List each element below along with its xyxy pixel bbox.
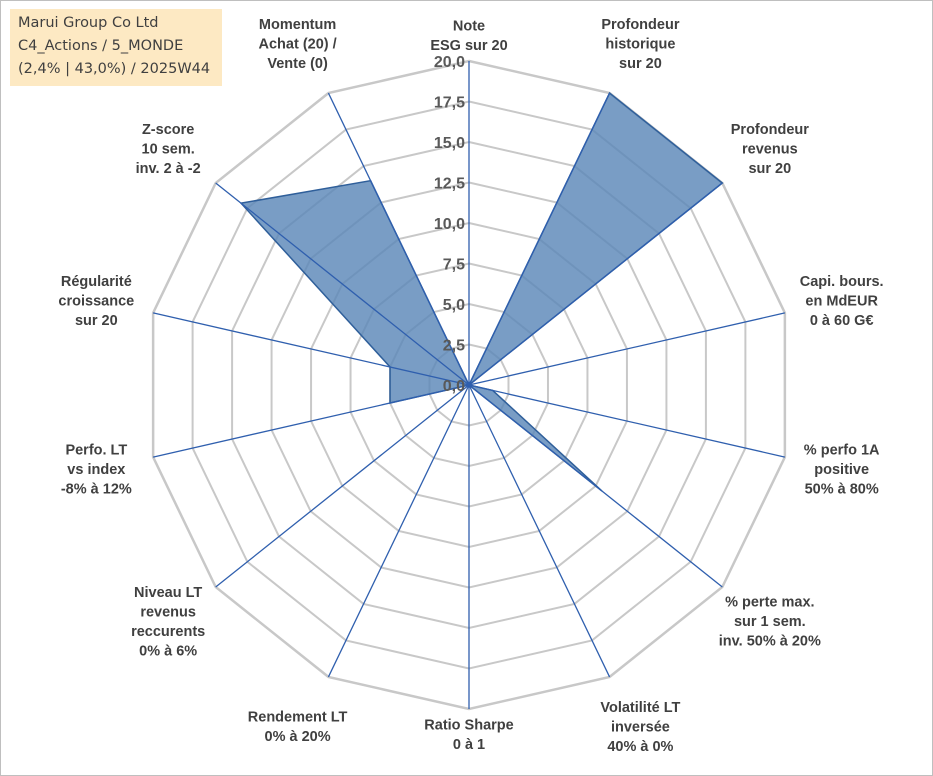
axis-label-line: Niveau LT [134, 585, 202, 601]
axis-label-line: historique [605, 36, 675, 52]
tick-label: 5,0 [443, 297, 465, 314]
axis-label-line: sur 20 [748, 161, 791, 177]
axis-label-line: inv. 2 à -2 [136, 161, 201, 177]
axis-label-line: Profondeur [731, 122, 809, 138]
axis-label-13: Momentum Achat (20) / Vente (0) [259, 17, 337, 72]
axis-label-line: Régularité [61, 274, 132, 290]
axis-label-10: Perfo. LT vs index -8% à 12% [61, 443, 132, 498]
axis-label-line: Volatilité LT [600, 700, 680, 716]
axis-spoke [152, 384, 470, 458]
axis-label-line: Profondeur [601, 17, 679, 33]
axis-label-line: 40% à 0% [607, 739, 673, 755]
axis-label-line: 0 à 60 G€ [810, 313, 874, 329]
axis-label-line: vs index [67, 462, 125, 478]
series-layer [239, 91, 724, 492]
axis-spoke [468, 384, 611, 678]
axis-label-5: % perte max. sur 1 sem. inv. 50% à 20% [719, 595, 821, 650]
portfolio-category: C4_Actions / 5_MONDE [18, 38, 184, 54]
axis-spoke [468, 92, 611, 386]
axis-label-line: croissance [58, 294, 134, 310]
axis-label-line: Perfo. LT [65, 443, 127, 459]
axis-label-line: en MdEUR [805, 294, 878, 310]
axis-label-line: Ratio Sharpe [424, 718, 513, 734]
tick-label: 20,0 [434, 54, 465, 71]
axis-spoke [327, 384, 470, 678]
axis-label-line: sur 20 [75, 313, 118, 329]
axis-label-line: % perfo 1A [804, 443, 880, 459]
axis-label-line: Momentum [259, 17, 336, 33]
axis-spoke [152, 312, 470, 386]
axis-label-0: Note ESG sur 20 [430, 19, 507, 55]
tick-label: 2,5 [443, 338, 465, 355]
tick-label: 0,0 [443, 378, 465, 395]
axis-label-line: revenus [140, 604, 196, 620]
axis-spoke [327, 92, 470, 386]
axis-spoke [215, 384, 470, 588]
label-layer: Note ESG sur 20 Profondeur historique sur 20… [58, 17, 883, 755]
tick-layer: 0,0 2,5 5,0 7,5 10,0 12,5 15,0 17,5 20,0 [434, 54, 465, 395]
axis-label-line: revenus [742, 142, 798, 158]
axis-label-2: Profondeur revenus sur 20 [731, 122, 809, 177]
score-summary: (2,4% | 43,0%) / 2025W44 [18, 61, 211, 77]
axis-label-line: positive [814, 462, 869, 478]
axis-label-line: Vente (0) [267, 56, 328, 72]
axis-label-9: Niveau LT revenus reccurents 0% à 6% [131, 585, 205, 660]
axis-label-7: Ratio Sharpe 0 à 1 [424, 718, 513, 754]
tick-label: 7,5 [443, 257, 465, 274]
axis-label-line: inversée [611, 719, 670, 735]
axis-label-line: 0% à 6% [139, 643, 197, 659]
axis-label-6: Volatilité LT inversée 40% à 0% [600, 700, 680, 755]
axis-label-line: sur 1 sem. [734, 614, 806, 630]
axis-label-8: Rendement LT 0% à 20% [248, 710, 348, 746]
axis-label-line: 10 sem. [142, 142, 195, 158]
axis-label-11: Régularité croissance sur 20 [58, 274, 134, 329]
axis-spoke [468, 312, 786, 386]
axis-spoke [215, 182, 470, 386]
axis-spoke [468, 182, 723, 386]
axis-label-line: inv. 50% à 20% [719, 634, 821, 650]
axis-label-line: sur 20 [619, 56, 662, 72]
axis-label-line: Z-score [142, 122, 194, 138]
axis-label-line: 0 à 1 [453, 737, 485, 753]
tick-label: 10,0 [434, 216, 465, 233]
axis-label-line: reccurents [131, 624, 205, 640]
axis-label-4: % perfo 1A positive 50% à 80% [804, 443, 880, 498]
axis-label-line: Achat (20) / [259, 36, 337, 52]
axis-spoke [468, 384, 786, 458]
axis-label-line: 0% à 20% [265, 729, 331, 745]
tick-label: 15,0 [434, 135, 465, 152]
company-name: Marui Group Co Ltd [18, 15, 159, 31]
axis-spoke [468, 384, 723, 588]
axis-label-line: % perte max. [725, 595, 814, 611]
axis-label-1: Profondeur historique sur 20 [601, 17, 679, 72]
tick-label: 17,5 [434, 95, 465, 112]
security-info-box: Marui Group Co Ltd C4_Actions / 5_MONDE … [10, 9, 222, 86]
axis-label-line: Note [453, 19, 485, 35]
axis-label-line: 50% à 80% [805, 482, 879, 498]
axis-label-line: Rendement LT [248, 710, 348, 726]
axis-label-line: -8% à 12% [61, 482, 132, 498]
axis-label-line: Capi. bours. [800, 274, 884, 290]
axis-layer [152, 61, 786, 709]
tick-label: 12,5 [434, 176, 465, 193]
axis-label-line: ESG sur 20 [430, 38, 507, 54]
axis-label-3: Capi. bours. en MdEUR 0 à 60 G€ [800, 274, 884, 329]
series-area-0 [239, 91, 724, 492]
axis-label-12: Z-score 10 sem. inv. 2 à -2 [136, 122, 201, 177]
